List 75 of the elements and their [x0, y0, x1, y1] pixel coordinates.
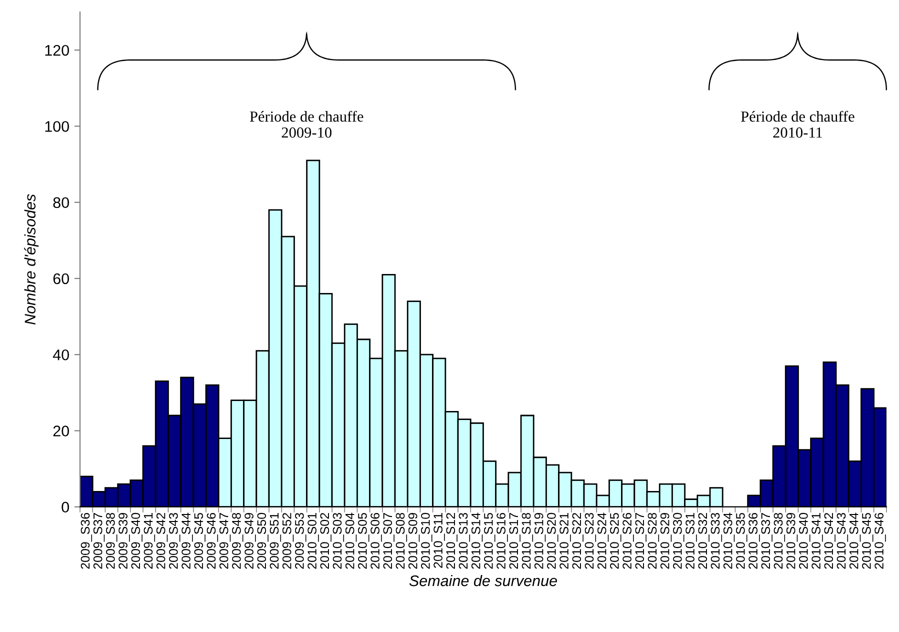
x-tick-label: 2010_S17	[509, 513, 520, 569]
y-tick-label: 20	[53, 426, 69, 436]
x-tick-label: 2010_S18	[522, 512, 534, 569]
x-tick-label: 2010_S14	[471, 512, 483, 569]
x-tick-label: 2010_S42	[824, 513, 836, 569]
x-tick-label: 2010_S25	[610, 512, 622, 569]
x-tick-label: 2009_S51	[270, 513, 282, 569]
x-tick-label: 2010_S05	[358, 512, 370, 569]
y-tick-label: 80	[53, 197, 69, 208]
x-tick-label: 2010_S41	[812, 513, 823, 569]
x-tick-label: 2010_S38	[774, 512, 786, 569]
x-tick-label: 2010_S13	[458, 512, 470, 569]
x-tick-label: 2010_S33	[710, 512, 722, 569]
x-tick-label: 2010_S23	[584, 512, 596, 569]
x-tick-label: 2010_S35	[736, 512, 748, 569]
x-tick-label: 2010_S02	[320, 513, 332, 569]
x-tick-label: 2010_S10	[421, 512, 432, 569]
x-tick-label: 2010_S16	[496, 512, 508, 569]
x-tick-label: 2009_S45	[194, 512, 206, 569]
x-tick-label: 2009_S41	[144, 513, 156, 569]
y-tick-label: 60	[53, 273, 69, 284]
y-tick-label: 100	[45, 121, 69, 132]
x-tick-label: 2010_S26	[622, 512, 634, 569]
x-tick-label: 2010_S24	[597, 512, 609, 569]
x-tick-label: 2009_S48	[232, 512, 244, 569]
x-tick-label: 2010_S29	[660, 513, 672, 569]
x-tick-label: 2010_S01	[308, 513, 319, 569]
x-axis-title: Semaine de survenue	[409, 574, 557, 586]
x-tick-label: 2010_S44	[849, 512, 861, 569]
x-tick-label: 2009_S46	[206, 512, 218, 569]
x-tick-label: 2010_S06	[370, 512, 382, 569]
x-tick-label: 2010_S36	[748, 512, 760, 569]
x-tick-label: 2009_S37	[93, 513, 105, 569]
x-tick-label: 2010_S12	[446, 513, 458, 569]
x-tick-label: 2010_S07	[383, 513, 394, 569]
x-tick-label: 2010_S11	[434, 513, 445, 568]
x-tick-label: 2010_S04	[345, 512, 357, 569]
x-tick-label: 2010_S09	[408, 513, 420, 569]
x-tick-label: 2010_S20	[547, 512, 558, 569]
x-tick-label: 2010_S15	[484, 512, 496, 569]
x-tick-label: 2010_S28	[648, 512, 660, 569]
x-tick-label: 2010_S21	[560, 513, 571, 569]
x-tick-label: 2009_S47	[219, 513, 231, 569]
x-tick-label: 2010_S34	[723, 512, 735, 569]
x-tick-label: 2010_S27	[635, 513, 646, 569]
annotation: Période de chauffe 2010-11	[741, 110, 854, 138]
x-tick-label: 2010_S30	[673, 512, 684, 569]
x-tick-label: 2010_S08	[396, 512, 408, 569]
x-tick-label: 2010_S37	[761, 513, 772, 569]
x-tick-label: 2009_S49	[244, 513, 256, 569]
x-tick-label: 2010_S43	[836, 512, 848, 569]
y-axis-title: Nombre d'épisodes	[24, 194, 39, 325]
x-tick-label: 2009_S52	[282, 513, 294, 569]
x-tick-label: 2009_S44	[182, 512, 193, 569]
y-tick-label: 120	[45, 44, 69, 56]
x-tick-label: 2010_S32	[698, 513, 710, 569]
x-tick-label: 2009_S42	[156, 513, 168, 569]
annotation: Période de chauffe 2009-10	[250, 110, 364, 138]
x-tick-label: 2010_S45	[862, 512, 874, 569]
x-tick-label: 2010_S39	[786, 513, 798, 569]
x-tick-label: 2009_S43	[169, 512, 180, 569]
x-tick-label: 2010_S22	[572, 513, 584, 569]
x-tick-label: 2009_S38	[106, 512, 118, 569]
x-tick-label: 2010_S40	[799, 512, 810, 569]
x-tick-label: 2009_S50	[257, 512, 268, 569]
x-tick-label: 2010_S03	[332, 512, 344, 569]
x-tick-label: 2009_S36	[80, 512, 92, 569]
y-tick-label: 0	[62, 502, 69, 513]
x-tick-label: 2010_S19	[534, 513, 546, 569]
x-tick-label: 2010_S31	[686, 513, 697, 569]
x-tick-label: 2009_S40	[131, 512, 142, 569]
y-tick-label: 40	[52, 349, 69, 360]
x-tick-label: 2009_S53	[295, 512, 306, 569]
x-tick-label: 2009_S39	[118, 513, 130, 569]
x-tick-label: 2010_S46	[874, 512, 886, 569]
